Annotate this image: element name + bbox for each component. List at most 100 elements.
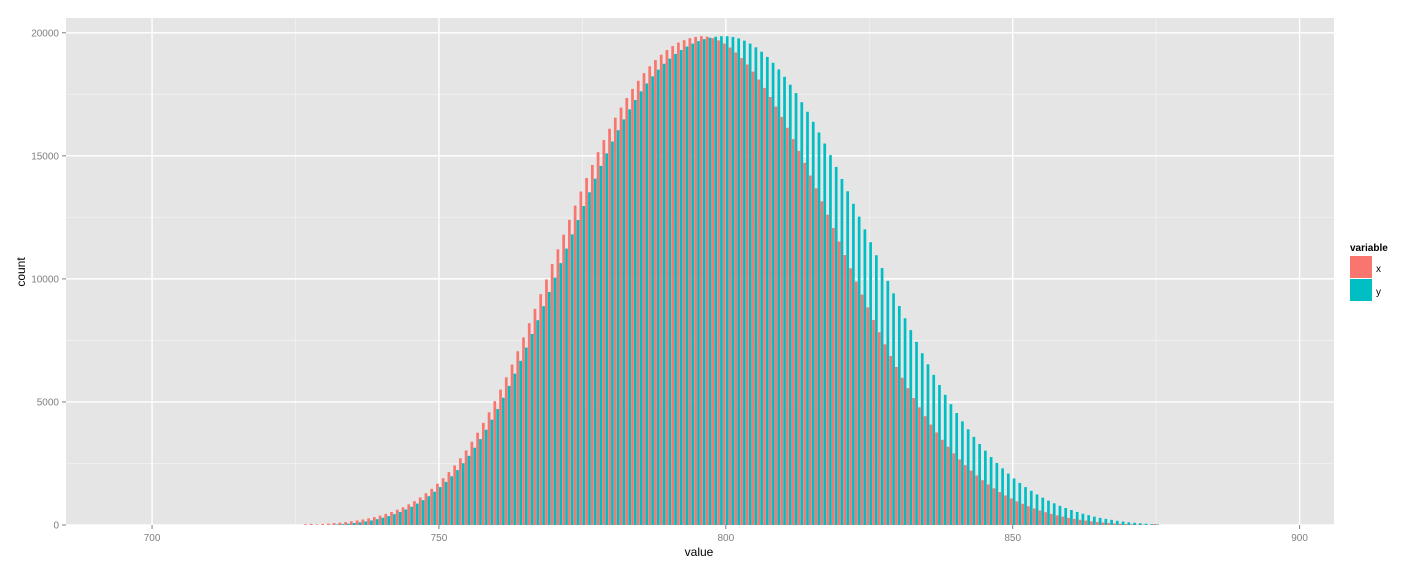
bar-x [1004, 495, 1007, 525]
bar-y [714, 36, 718, 525]
bar-x [740, 58, 743, 526]
bar-x [562, 234, 566, 525]
bar-y [1029, 490, 1033, 525]
bar-y [1035, 494, 1039, 525]
bar-y [886, 280, 890, 525]
bar-x [430, 488, 434, 525]
bar-y [869, 242, 872, 525]
bar-x [757, 79, 761, 525]
bar-y [525, 347, 528, 525]
bar-x [527, 323, 531, 525]
bar-y [806, 111, 809, 526]
bar-x [895, 366, 898, 525]
x-tick-label: 850 [1004, 533, 1021, 544]
bar-x [1038, 510, 1042, 525]
bar-y [846, 191, 850, 525]
legend-key-y [1350, 279, 1372, 301]
bar-y [387, 516, 391, 525]
x-tick-label: 700 [144, 533, 161, 544]
bar-y [1052, 503, 1056, 525]
x-axis-title: value [685, 545, 714, 559]
bar-x [390, 511, 393, 525]
bar-x [872, 319, 875, 525]
bar-y [938, 384, 941, 525]
bar-x [539, 294, 543, 525]
bar-x [1015, 501, 1019, 525]
bar-x [1055, 515, 1059, 525]
bar-x [751, 71, 755, 526]
bar-x [654, 60, 657, 526]
bar-x [487, 412, 491, 525]
bar-x [958, 459, 961, 525]
bar-y [1121, 521, 1125, 525]
bar-y [949, 404, 953, 525]
bar-y [398, 511, 402, 525]
y-axis-ticks: 0 5000 10000 15000 20000 [31, 28, 66, 532]
bar-x [1118, 523, 1122, 525]
bar-x [378, 515, 382, 525]
bar-y [599, 165, 603, 526]
bar-y [1081, 513, 1085, 525]
bar-y [765, 56, 769, 525]
bar-x [441, 478, 445, 525]
bar-y [1104, 518, 1108, 525]
bar-y [943, 394, 947, 525]
bar-y [702, 39, 706, 526]
bar-x [831, 227, 835, 525]
bar-x [401, 507, 405, 525]
bar-y [725, 36, 729, 526]
bar-y [674, 53, 677, 526]
bar-y [651, 76, 654, 525]
bar-x [1130, 524, 1134, 525]
bar-x [688, 38, 692, 526]
bar-y [897, 305, 901, 525]
bar-y [645, 83, 649, 525]
bar-x [797, 150, 801, 525]
bar-x [929, 424, 933, 525]
bar-x [1107, 523, 1111, 525]
bar-y [788, 84, 792, 525]
bar-y [1150, 524, 1154, 525]
bar-x [963, 465, 967, 525]
bar-x [625, 97, 629, 526]
bar-y [915, 341, 918, 525]
bar-y [484, 429, 488, 525]
bar-y [857, 216, 861, 525]
bar-x [395, 509, 399, 525]
bar-x [694, 36, 697, 525]
bar-x [1027, 506, 1030, 525]
bar-x [809, 175, 812, 525]
legend-key-x [1350, 256, 1372, 278]
bar-x [556, 249, 560, 525]
bar-x [705, 36, 709, 525]
bar-y [1024, 487, 1027, 525]
bar-y [811, 121, 815, 526]
bar-y [496, 409, 500, 525]
bar-x [889, 355, 893, 525]
bar-x [659, 54, 663, 526]
bar-x [367, 518, 370, 525]
bar-x [413, 501, 416, 525]
bar-y [1098, 517, 1102, 525]
bar-x [453, 465, 457, 525]
bar-y [433, 491, 436, 525]
bar-y [593, 178, 597, 525]
legend-title: variable [1350, 243, 1388, 254]
bar-y [961, 421, 964, 525]
bar-y [834, 166, 838, 525]
bar-x [786, 127, 789, 526]
bar-x [596, 152, 600, 525]
bar-y [565, 248, 568, 526]
bar-x [568, 219, 571, 525]
bar-x [327, 523, 330, 525]
bar-x [613, 117, 617, 526]
bar-x [803, 162, 806, 525]
bar-x [722, 43, 726, 525]
y-tick-label: 15000 [31, 151, 59, 162]
bar-x [700, 36, 703, 526]
bar-x [1067, 517, 1070, 525]
bar-y [989, 457, 993, 525]
bar-y [519, 360, 522, 525]
bar-x [372, 517, 376, 525]
